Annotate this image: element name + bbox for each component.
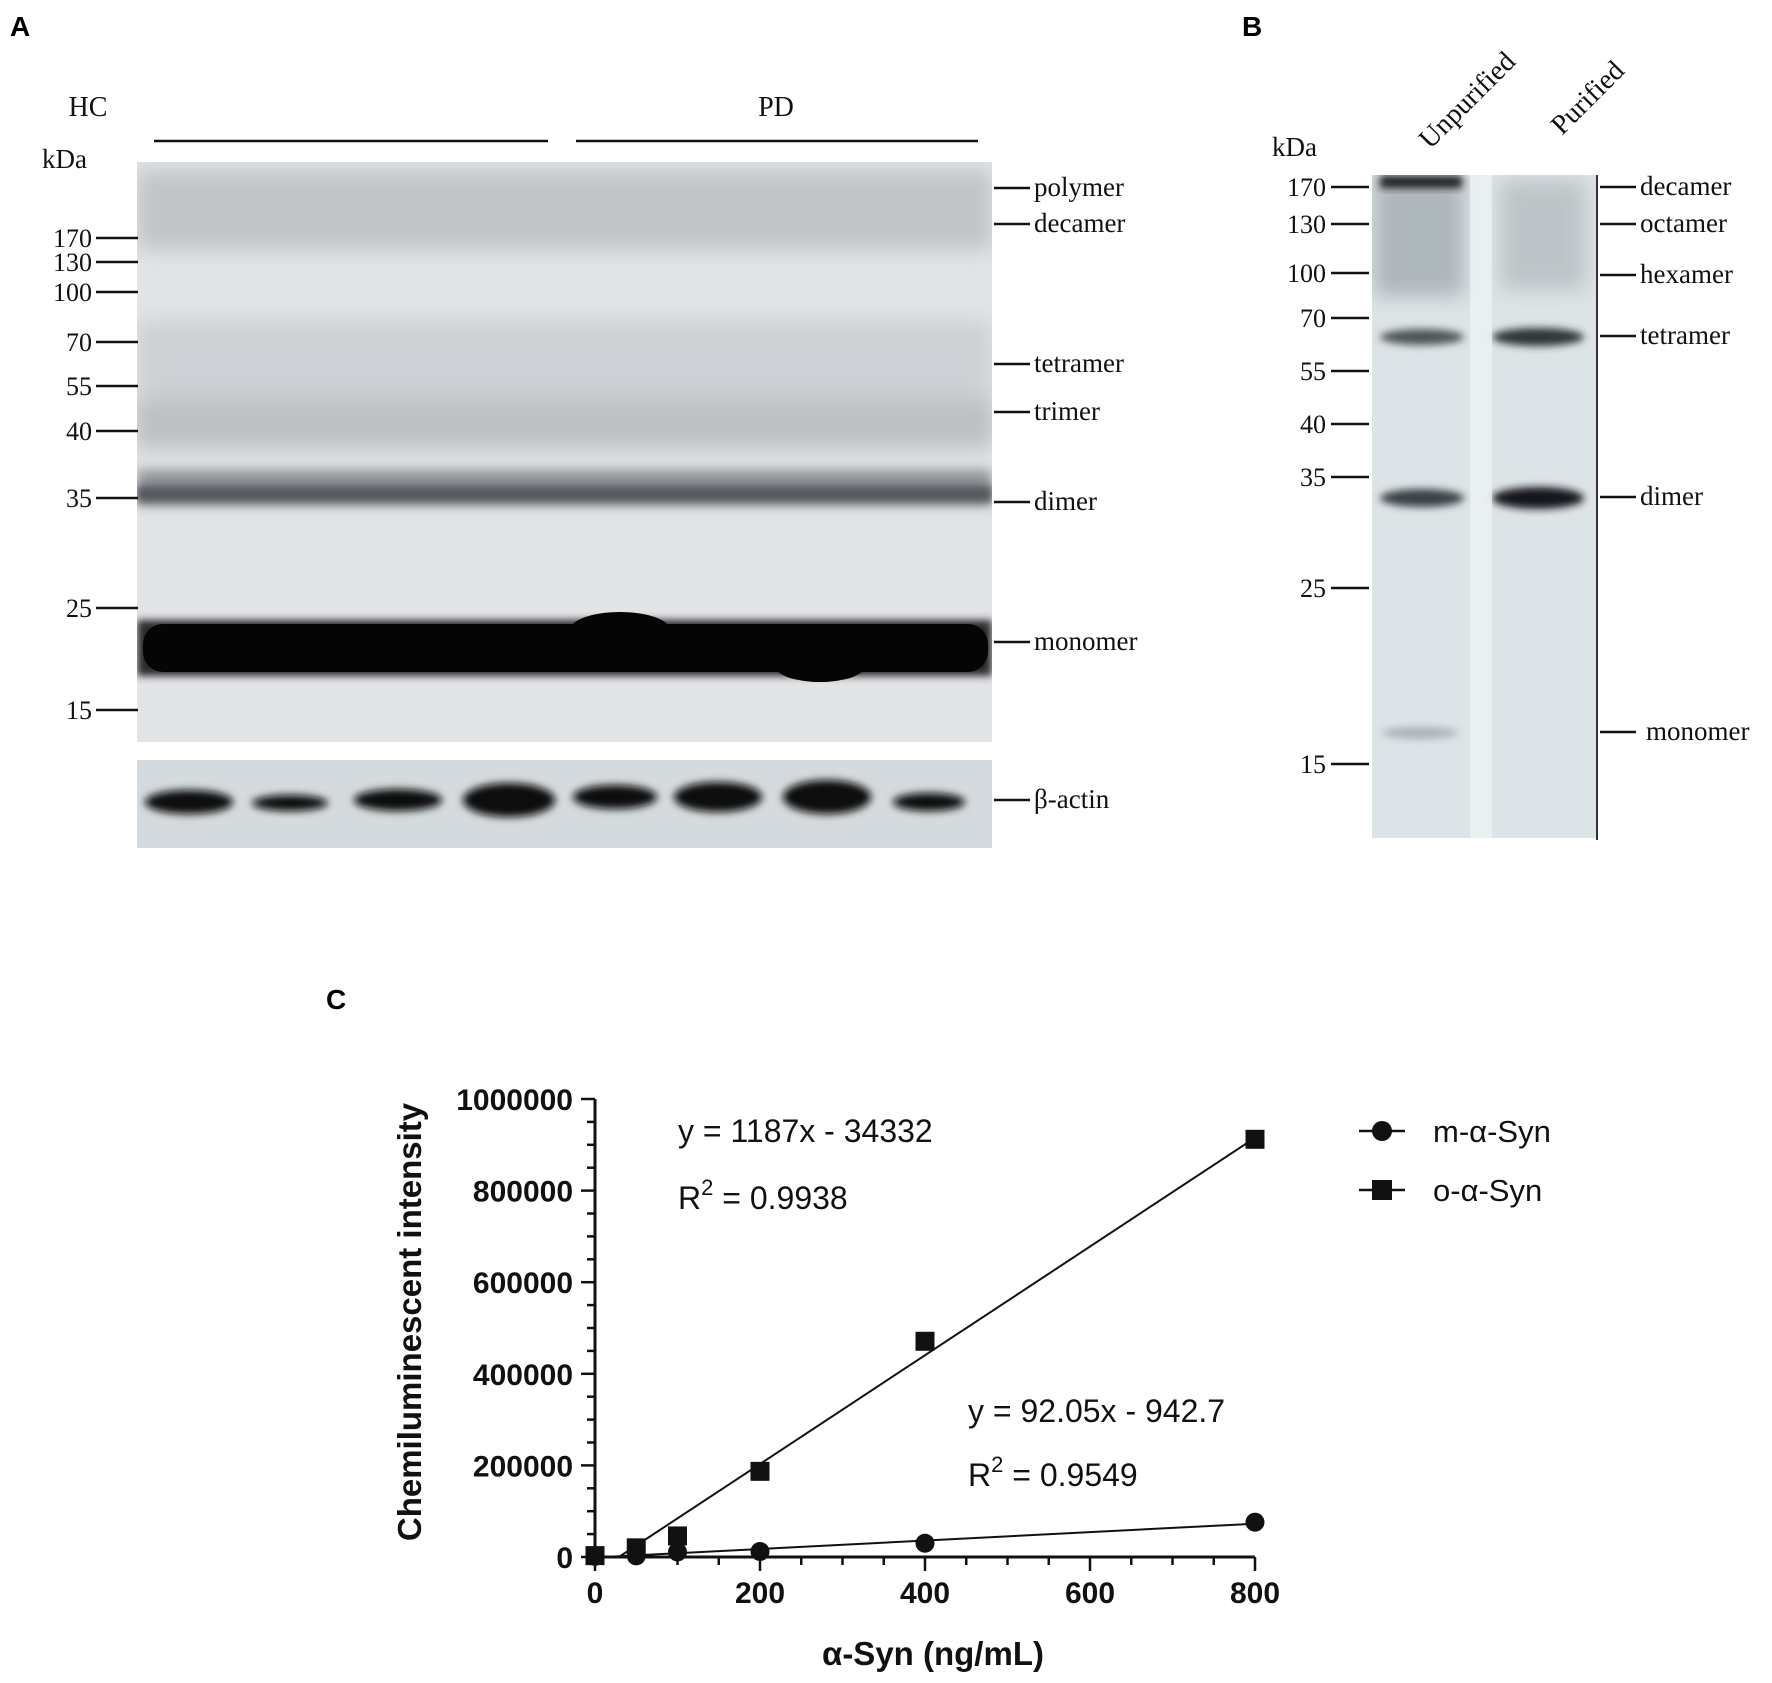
- hc-group-label: HC: [69, 92, 108, 123]
- pd-group-label: PD: [758, 92, 794, 123]
- ladder-b-55: 55: [1300, 357, 1326, 386]
- ladder-b-25: 25: [1300, 574, 1326, 603]
- ladder-b-100: 100: [1287, 259, 1326, 288]
- panel-a-label: A: [10, 11, 30, 42]
- band-a-tetramer: tetramer: [1034, 348, 1124, 378]
- ladder-a-15: 15: [66, 696, 92, 725]
- legend-marker-o-syn: [1372, 1180, 1392, 1200]
- lane-unpurified-label: Unpurified: [1413, 46, 1522, 155]
- y-tick-label: 800000: [473, 1176, 573, 1209]
- ladder-b-35: 35: [1300, 463, 1326, 492]
- legend-label-o-syn: o-α-Syn: [1433, 1173, 1542, 1208]
- ladder-b-40: 40: [1300, 410, 1326, 439]
- ladder-b-70: 70: [1300, 304, 1326, 333]
- legend-label-m-syn: m-α-Syn: [1433, 1114, 1551, 1149]
- panel-b-label: B: [1242, 11, 1262, 42]
- band-a-labels: polymer decamer tetramer trimer dimer mo…: [1034, 172, 1137, 814]
- ladder-b-170: 170: [1287, 173, 1326, 202]
- y-axis-label: Chemiluminescent intensity: [391, 1102, 428, 1541]
- point-o-syn: [1245, 1129, 1265, 1149]
- data-points: [585, 1129, 1265, 1566]
- ladder-a-130: 130: [53, 248, 92, 277]
- kda-label-b: kDa: [1272, 132, 1317, 162]
- y-tick-label: 1000000: [456, 1084, 573, 1117]
- band-a-polymer: polymer: [1034, 172, 1124, 202]
- point-o-syn: [915, 1331, 935, 1351]
- band-b-decamer: decamer: [1640, 171, 1731, 201]
- point-o-syn: [626, 1538, 646, 1558]
- point-m-syn: [1245, 1512, 1265, 1532]
- ladder-a-25: 25: [66, 594, 92, 623]
- ladder-a-40: 40: [66, 417, 92, 446]
- ladder-b-15: 15: [1300, 750, 1326, 779]
- point-o-syn: [750, 1461, 770, 1481]
- band-b-tetramer: tetramer: [1640, 320, 1730, 350]
- band-b-octamer: octamer: [1640, 208, 1727, 238]
- panel-c: C 0 200 400 600 800 0 200000 400000 600000 80000…: [326, 984, 1551, 1672]
- point-o-syn: [668, 1526, 687, 1546]
- band-a-monomer: monomer: [1034, 626, 1137, 656]
- point-m-syn: [750, 1542, 770, 1562]
- panel-a: A HC PD kDa: [10, 11, 1137, 848]
- point-m-syn: [668, 1542, 687, 1562]
- x-axis-label: α-Syn (ng/mL): [822, 1635, 1044, 1672]
- y-tick-labels: 0 200000 400000 600000 800000 1000000: [456, 1084, 573, 1575]
- band-b-ticks: [1600, 185, 1636, 734]
- blot-a-bands: [137, 170, 992, 682]
- y-tick-label: 600000: [473, 1267, 573, 1300]
- chart-legend: m-α-Syn o-α-Syn: [1359, 1114, 1551, 1208]
- ladder-b-130: 130: [1287, 210, 1326, 239]
- ladder-a-100: 100: [53, 278, 92, 307]
- band-a-dimer: dimer: [1034, 486, 1097, 516]
- blot-a-main: [137, 162, 992, 742]
- ladder-a-ticks: [96, 236, 138, 712]
- point-o-syn: [585, 1546, 605, 1566]
- ladder-a-labels: 170 130 100 70 55 40 35 25 15: [53, 224, 92, 725]
- band-b-labels: decamer octamer hexamer tetramer dimer m…: [1640, 171, 1749, 746]
- point-m-syn: [915, 1533, 935, 1553]
- band-a-trimer: trimer: [1034, 396, 1100, 426]
- blot-a-actin: [137, 760, 992, 848]
- chart-axes: [581, 1097, 1257, 1571]
- x-tick-labels: 0 200 400 600 800: [587, 1577, 1280, 1610]
- chart-c: 0 200 400 600 800 0 200000 400000 600000 800000 1…: [391, 1084, 1551, 1672]
- x-tick-label: 200: [735, 1577, 785, 1610]
- x-tick-label: 800: [1230, 1577, 1280, 1610]
- ladder-a-70: 70: [66, 328, 92, 357]
- band-b-dimer: dimer: [1640, 481, 1703, 511]
- panel-c-label: C: [326, 984, 346, 1015]
- kda-label-a: kDa: [42, 144, 87, 174]
- legend-marker-m-syn: [1372, 1121, 1392, 1141]
- band-a-decamer: decamer: [1034, 208, 1125, 238]
- panel-b: B Unpurified Purified kDa: [1242, 11, 1749, 840]
- x-tick-label: 400: [900, 1577, 950, 1610]
- fit-line-o-syn: [618, 1136, 1256, 1558]
- x-tick-label: 0: [587, 1577, 604, 1610]
- o-syn-equation: y = 1187x - 34332: [678, 1113, 933, 1149]
- o-syn-r2: R2 = 0.9938: [678, 1175, 848, 1216]
- band-a-ticks: [994, 186, 1030, 802]
- ladder-a-35: 35: [66, 484, 92, 513]
- ladder-a-55: 55: [66, 372, 92, 401]
- ladder-b-ticks: [1331, 185, 1369, 766]
- m-syn-equation: y = 92.05x - 942.7: [968, 1393, 1225, 1429]
- blot-b-bands: [1374, 176, 1586, 739]
- y-tick-label: 200000: [473, 1450, 573, 1483]
- y-tick-label: 0: [556, 1542, 573, 1575]
- ladder-a-170: 170: [53, 224, 92, 253]
- y-tick-label: 400000: [473, 1359, 573, 1392]
- x-tick-label: 600: [1065, 1577, 1115, 1610]
- ladder-b-labels: 170 130 100 70 55 40 35 25 15: [1287, 173, 1326, 779]
- blot-b: [1372, 175, 1598, 840]
- m-syn-r2: R2 = 0.9549: [968, 1452, 1138, 1493]
- band-b-monomer: monomer: [1646, 716, 1749, 746]
- lane-purified-label: Purified: [1545, 55, 1631, 141]
- band-b-hexamer: hexamer: [1640, 259, 1733, 289]
- band-a-beta-actin: β-actin: [1034, 784, 1110, 814]
